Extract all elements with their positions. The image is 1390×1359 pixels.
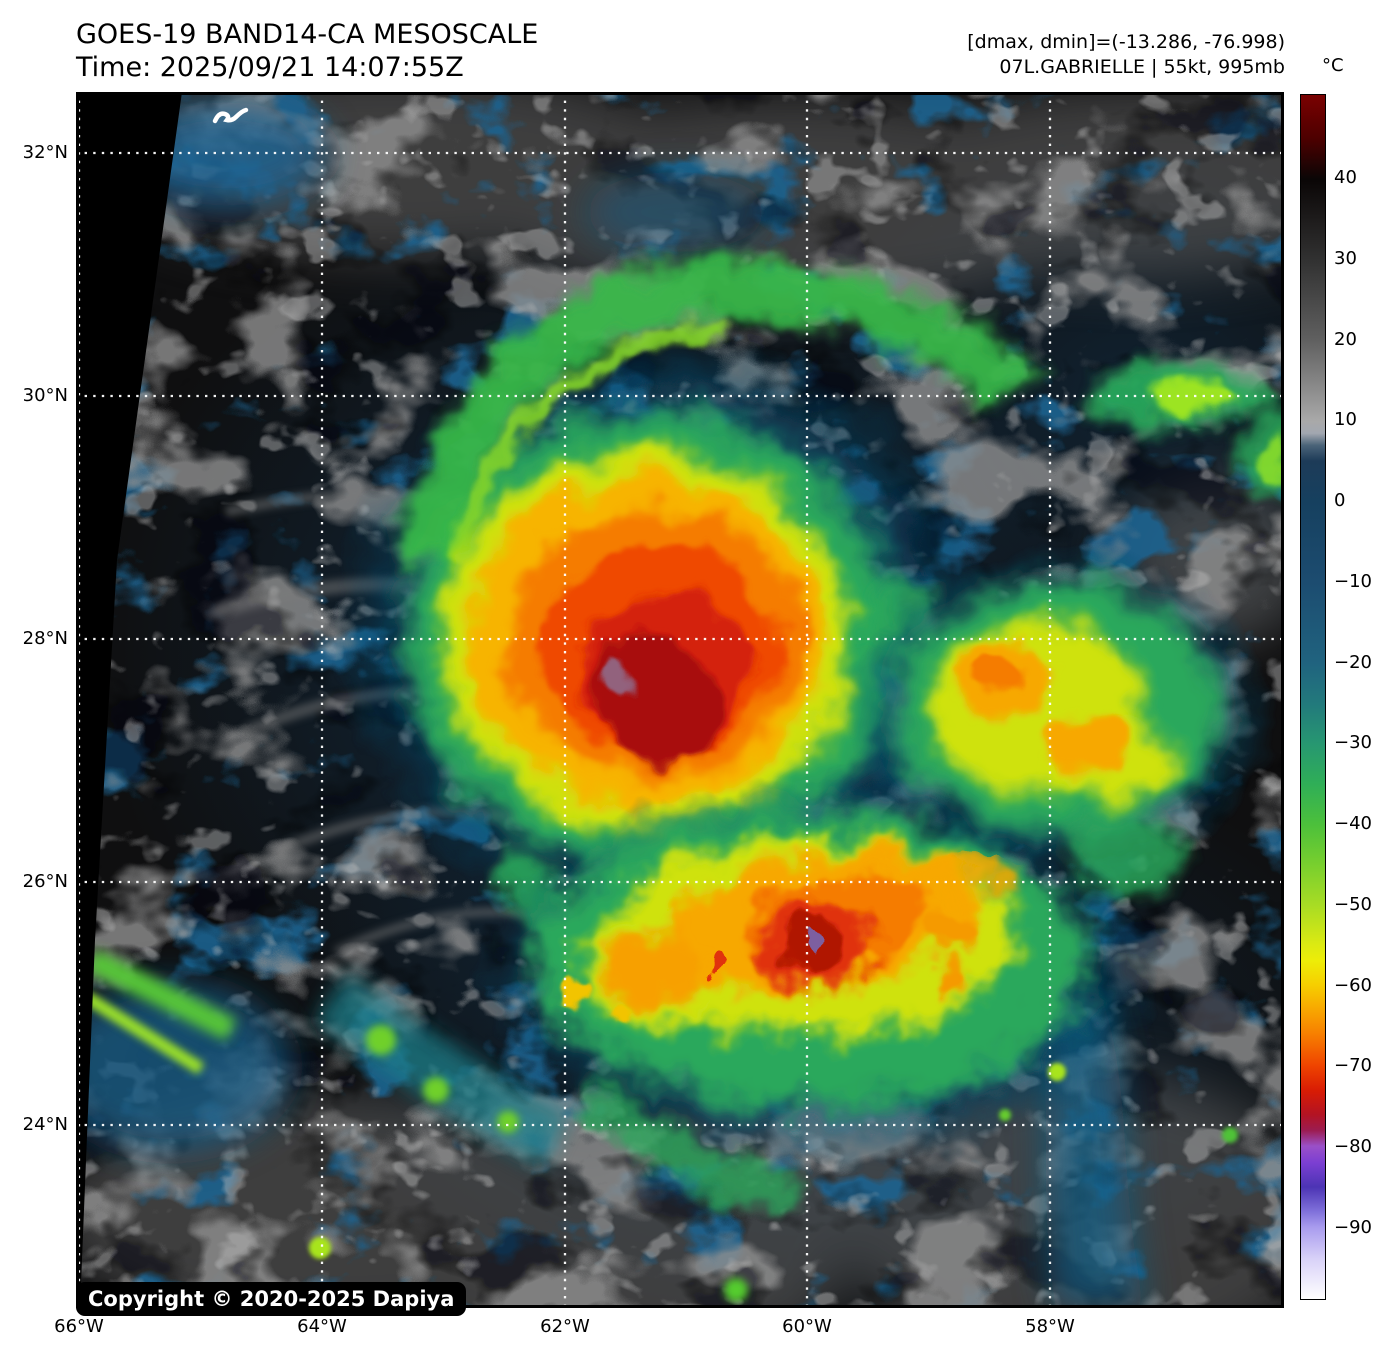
- colorbar-tick-m80: −80: [1334, 1136, 1372, 1157]
- lat-tick-30n: 30°N: [22, 385, 68, 406]
- graticule-gridlines: [76, 92, 1284, 1308]
- copyright-badge: Copyright © 2020-2025 Dapiya: [76, 1282, 467, 1316]
- colorbar-tick-m30: −30: [1334, 732, 1372, 753]
- colorbar-tick-40: 40: [1334, 167, 1357, 188]
- colorbar-tick-m60: −60: [1334, 975, 1372, 996]
- eastern-convection-blob: [846, 547, 1276, 899]
- lon-tick-66w: 66°W: [54, 1316, 104, 1337]
- southern-convection-cluster: [481, 777, 1161, 1212]
- satellite-map-panel: [76, 92, 1284, 1308]
- colorbar-tick-m40: −40: [1334, 813, 1372, 834]
- colorbar-tick-m20: −20: [1334, 652, 1372, 673]
- title-block: GOES-19 BAND14-CA MESOSCALE Time: 2025/0…: [76, 18, 538, 84]
- temperature-colorbar: [1300, 94, 1326, 1300]
- colorbar-tick-m10: −10: [1334, 571, 1372, 592]
- page-title: GOES-19 BAND14-CA MESOSCALE: [76, 19, 539, 50]
- overshooting-top: [802, 937, 820, 955]
- colorbar-tick-0: 0: [1334, 490, 1346, 511]
- lat-tick-26n: 26°N: [22, 871, 68, 892]
- colorbar-tick-10: 10: [1334, 409, 1357, 430]
- colorbar-tick-m70: −70: [1334, 1055, 1372, 1076]
- colorbar-tick-30: 30: [1334, 248, 1357, 269]
- lon-tick-62w: 62°W: [540, 1316, 590, 1337]
- lon-tick-64w: 64°W: [297, 1316, 347, 1337]
- storm-info: 07L.GABRIELLE | 55kt, 995mb: [999, 56, 1285, 78]
- lon-tick-60w: 60°W: [782, 1316, 832, 1337]
- colorbar-tick-20: 20: [1334, 329, 1357, 350]
- satellite-image: [76, 92, 1284, 1308]
- lon-tick-58w: 58°W: [1025, 1316, 1075, 1337]
- colorbar-tick-m50: −50: [1334, 894, 1372, 915]
- timestamp: Time: 2025/09/21 14:07:55Z: [76, 52, 464, 83]
- colorbar-tick-m90: −90: [1334, 1217, 1372, 1238]
- lat-tick-24n: 24°N: [22, 1114, 68, 1135]
- dmax-dmin-readout: [dmax, dmin]=(-13.286, -76.998): [967, 31, 1285, 53]
- overshooting-top: [604, 655, 634, 695]
- lat-tick-32n: 32°N: [22, 142, 68, 163]
- annotation-block: [dmax, dmin]=(-13.286, -76.998) 07L.GABR…: [967, 30, 1285, 80]
- colorbar-unit-label: °C: [1322, 55, 1344, 76]
- plot-frame: [76, 92, 1284, 1308]
- lat-tick-28n: 28°N: [22, 628, 68, 649]
- bermuda-coastline: [212, 107, 249, 124]
